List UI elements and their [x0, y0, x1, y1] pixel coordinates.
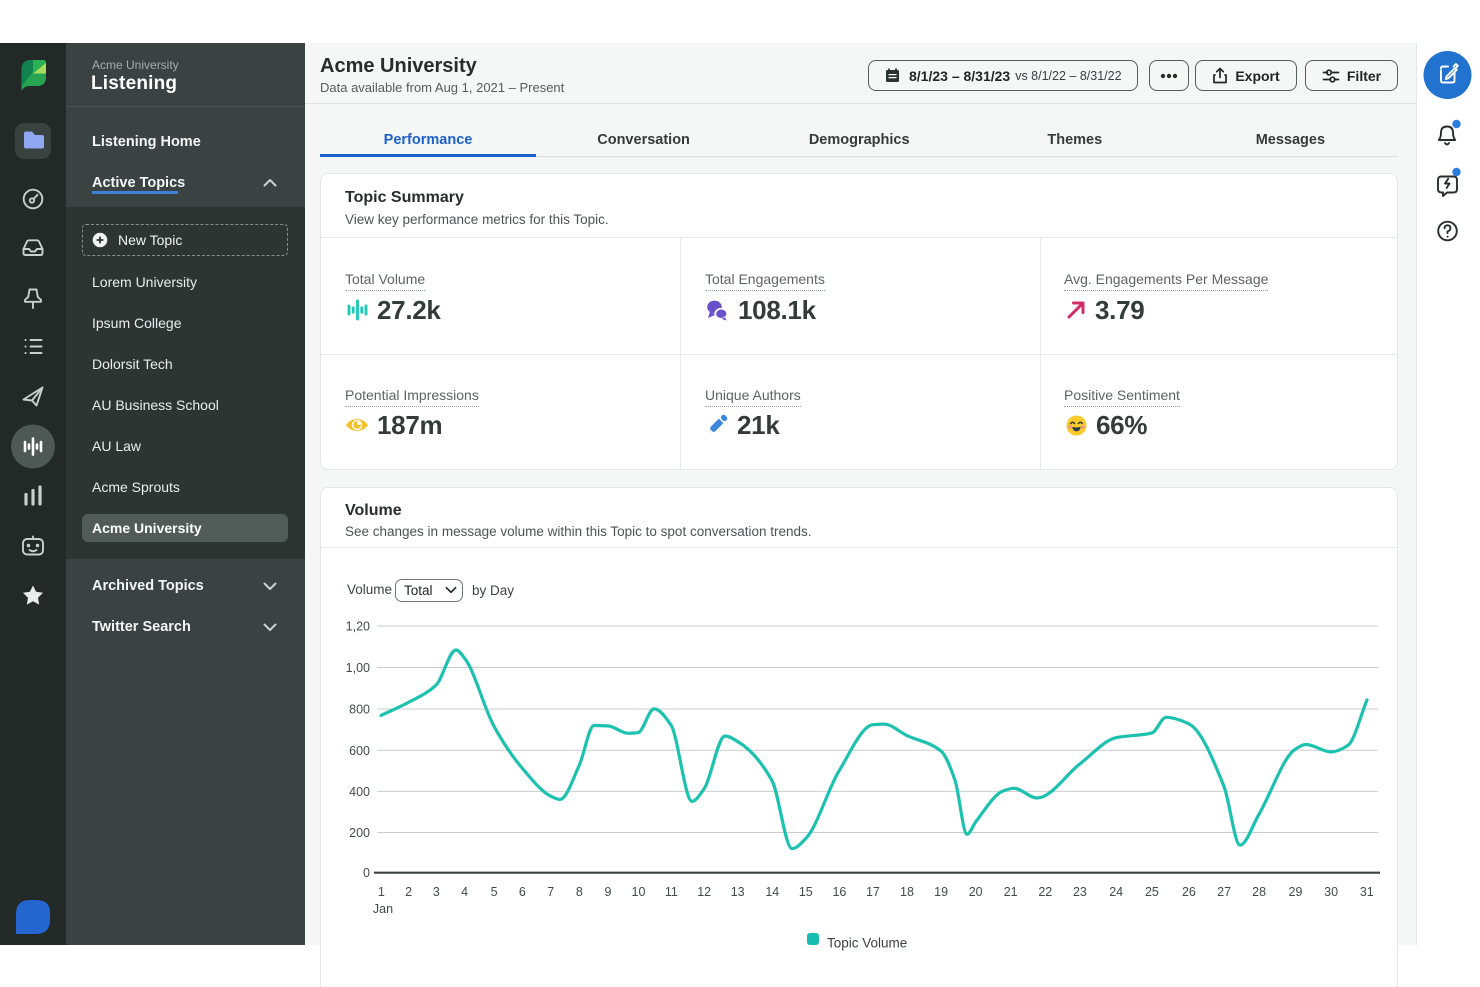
svg-text:27: 27	[1217, 885, 1231, 899]
svg-text:2: 2	[405, 885, 412, 899]
svg-text:18: 18	[900, 885, 914, 899]
svg-text:10: 10	[632, 885, 646, 899]
svg-text:Topic Volume: Topic Volume	[827, 936, 907, 951]
svg-text:31: 31	[1360, 885, 1374, 899]
svg-text:600: 600	[349, 744, 370, 758]
svg-text:15: 15	[799, 885, 813, 899]
svg-text:21: 21	[1004, 885, 1018, 899]
svg-text:5: 5	[491, 885, 498, 899]
svg-text:25: 25	[1145, 885, 1159, 899]
svg-text:16: 16	[832, 885, 846, 899]
svg-text:1,00: 1,00	[346, 661, 370, 675]
svg-text:9: 9	[605, 885, 612, 899]
svg-text:12: 12	[697, 885, 711, 899]
svg-text:26: 26	[1182, 885, 1196, 899]
svg-text:3: 3	[433, 885, 440, 899]
svg-text:1,20: 1,20	[346, 620, 370, 634]
svg-text:4: 4	[461, 885, 468, 899]
svg-text:14: 14	[765, 885, 779, 899]
svg-text:17: 17	[866, 885, 880, 899]
svg-text:400: 400	[349, 785, 370, 799]
svg-text:800: 800	[349, 703, 370, 717]
svg-text:0: 0	[363, 866, 370, 880]
svg-text:23: 23	[1073, 885, 1087, 899]
svg-text:28: 28	[1252, 885, 1266, 899]
svg-text:29: 29	[1289, 885, 1303, 899]
svg-text:6: 6	[519, 885, 526, 899]
svg-text:200: 200	[349, 826, 370, 840]
svg-text:20: 20	[969, 885, 983, 899]
svg-text:22: 22	[1038, 885, 1052, 899]
svg-text:8: 8	[576, 885, 583, 899]
svg-text:1: 1	[378, 885, 385, 899]
svg-text:Jan: Jan	[373, 902, 393, 916]
svg-text:13: 13	[731, 885, 745, 899]
svg-text:19: 19	[934, 885, 948, 899]
svg-text:11: 11	[665, 885, 678, 899]
svg-text:24: 24	[1109, 885, 1123, 899]
svg-text:7: 7	[547, 885, 554, 899]
svg-text:30: 30	[1324, 885, 1338, 899]
